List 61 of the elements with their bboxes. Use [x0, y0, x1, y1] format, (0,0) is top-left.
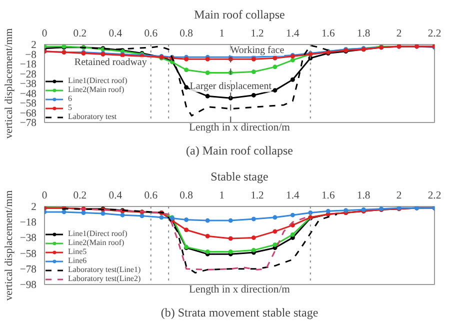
x-tick-label: 1 — [219, 28, 224, 40]
legend-label: Line2(Main roof) — [68, 238, 124, 247]
x-tick-label: 1.2 — [250, 190, 264, 202]
x-tick-label: 2 — [396, 28, 402, 40]
y-tick-label: 2 — [31, 40, 36, 51]
y-tick-label: −48 — [20, 88, 37, 100]
x-tick-label: 2 — [396, 190, 402, 202]
x-tick-label: 2.2 — [428, 190, 442, 202]
chart-title: Stable stage — [210, 170, 268, 184]
x-tick-label: 1.6 — [321, 28, 336, 40]
legend-label: Laboratory test(Line1) — [68, 265, 141, 274]
legend-label: Laboratory test — [68, 112, 117, 121]
y-tick-label: −38 — [20, 233, 37, 244]
y-tick-label: −78 — [20, 118, 37, 129]
x-tick-label: 1.4 — [286, 28, 300, 40]
x-tick-label: 1.4 — [286, 190, 300, 202]
x-tick-label: 1.8 — [356, 190, 370, 202]
x-tick-label: 1.6 — [321, 190, 336, 202]
y-tick-label: −38 — [20, 79, 37, 90]
y-tick-label: −78 — [20, 264, 37, 276]
y-tick-label: −98 — [20, 280, 37, 291]
x-tick-label: 0.6 — [144, 28, 158, 40]
x-tick-label: 0.2 — [73, 190, 87, 202]
legend-label: 5 — [68, 103, 73, 112]
x-tick-label: 0 — [42, 28, 48, 40]
annotation: Working face — [230, 45, 285, 56]
x-tick-label: 0.2 — [73, 28, 87, 40]
annotation: Larger displacement — [190, 81, 272, 92]
chart-title: Main roof collapse — [194, 8, 285, 22]
x-tick-label: 0 — [42, 190, 48, 202]
y-tick-label: −18 — [20, 60, 37, 70]
legend-label: Line6 — [68, 256, 88, 265]
y-axis-title: vertical displacement/mm — [4, 28, 15, 139]
annotation: Retained roadway — [74, 56, 147, 68]
y-axis-title: vertical displacement/mm — [4, 190, 15, 301]
x-tick-label: 0.4 — [108, 28, 123, 40]
y-tick-label: −68 — [20, 108, 37, 120]
x-tick-label: 0.6 — [144, 190, 158, 202]
legend-label: 6 — [68, 94, 73, 103]
x-tick-label: 0.8 — [180, 190, 193, 202]
legend-label: Line2(Main roof) — [68, 85, 124, 94]
y-tick-label: −28 — [20, 69, 37, 80]
x-tick-label: 2.2 — [428, 28, 442, 40]
text: (b) Strata movement stable stage — [160, 306, 318, 320]
y-tick-label: 2 — [31, 202, 36, 213]
y-tick-label: −58 — [20, 98, 37, 110]
x-tick-label: 0.4 — [108, 190, 123, 202]
x-axis-title: Length in x direction/m — [189, 122, 291, 134]
legend-label: Line5 — [68, 247, 88, 256]
y-tick-label: −18 — [20, 218, 37, 229]
legend-label: Laboratory test(Line2) — [68, 274, 141, 283]
x-tick-label: 1 — [219, 190, 224, 202]
x-tick-label: 0.8 — [180, 28, 193, 40]
y-tick-label: −58 — [20, 248, 37, 260]
x-tick-label: 1.2 — [250, 28, 264, 40]
y-tick-label: −8 — [25, 50, 37, 61]
legend-label: Line1(Direct roof) — [68, 229, 128, 238]
x-tick-label: 1.8 — [356, 28, 370, 40]
x-axis-title: Length in x direction/m — [189, 284, 291, 296]
legend-label: Line1(Direct roof) — [68, 76, 128, 85]
text: (a) Main roof collapse — [186, 144, 293, 158]
